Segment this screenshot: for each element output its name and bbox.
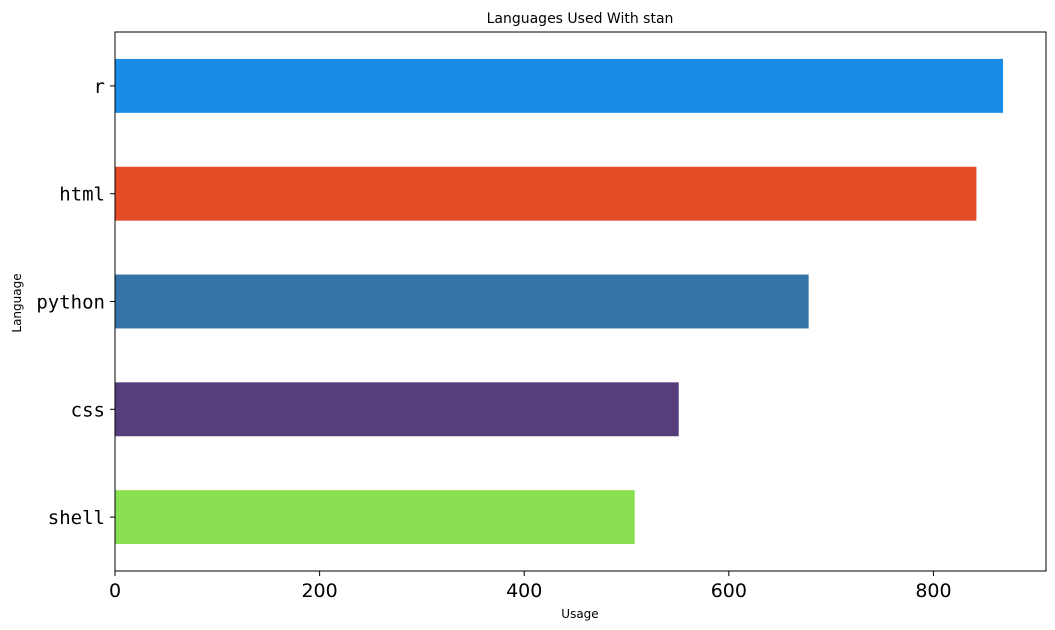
plot-frame — [114, 31, 1047, 572]
x-tick-label-600: 600 — [711, 580, 747, 602]
x-tick-label-800: 800 — [915, 580, 951, 602]
x-tick-label-0: 0 — [109, 580, 121, 602]
y-tick-label-r: r — [94, 76, 105, 98]
y-tick-label-html: html — [59, 184, 105, 206]
bar-shell — [115, 490, 635, 545]
x-tick-label-400: 400 — [506, 580, 542, 602]
bar-html — [115, 166, 977, 221]
y-tick-label-python: python — [36, 292, 105, 314]
y-axis-label: Language — [10, 273, 24, 332]
x-axis-label: Usage — [561, 607, 598, 621]
y-axis-ticks: r html python css shell — [36, 76, 115, 529]
chart-title: Languages Used With stan — [487, 11, 674, 27]
y-tick-label-shell: shell — [48, 507, 105, 529]
bars-group — [115, 58, 1004, 545]
x-axis-ticks: 0 200 400 600 800 — [109, 571, 952, 602]
y-tick-label-css: css — [71, 399, 105, 421]
x-tick-label-200: 200 — [301, 580, 337, 602]
bar-r — [115, 58, 1004, 113]
bar-css — [115, 382, 679, 437]
bar-python — [115, 274, 809, 329]
